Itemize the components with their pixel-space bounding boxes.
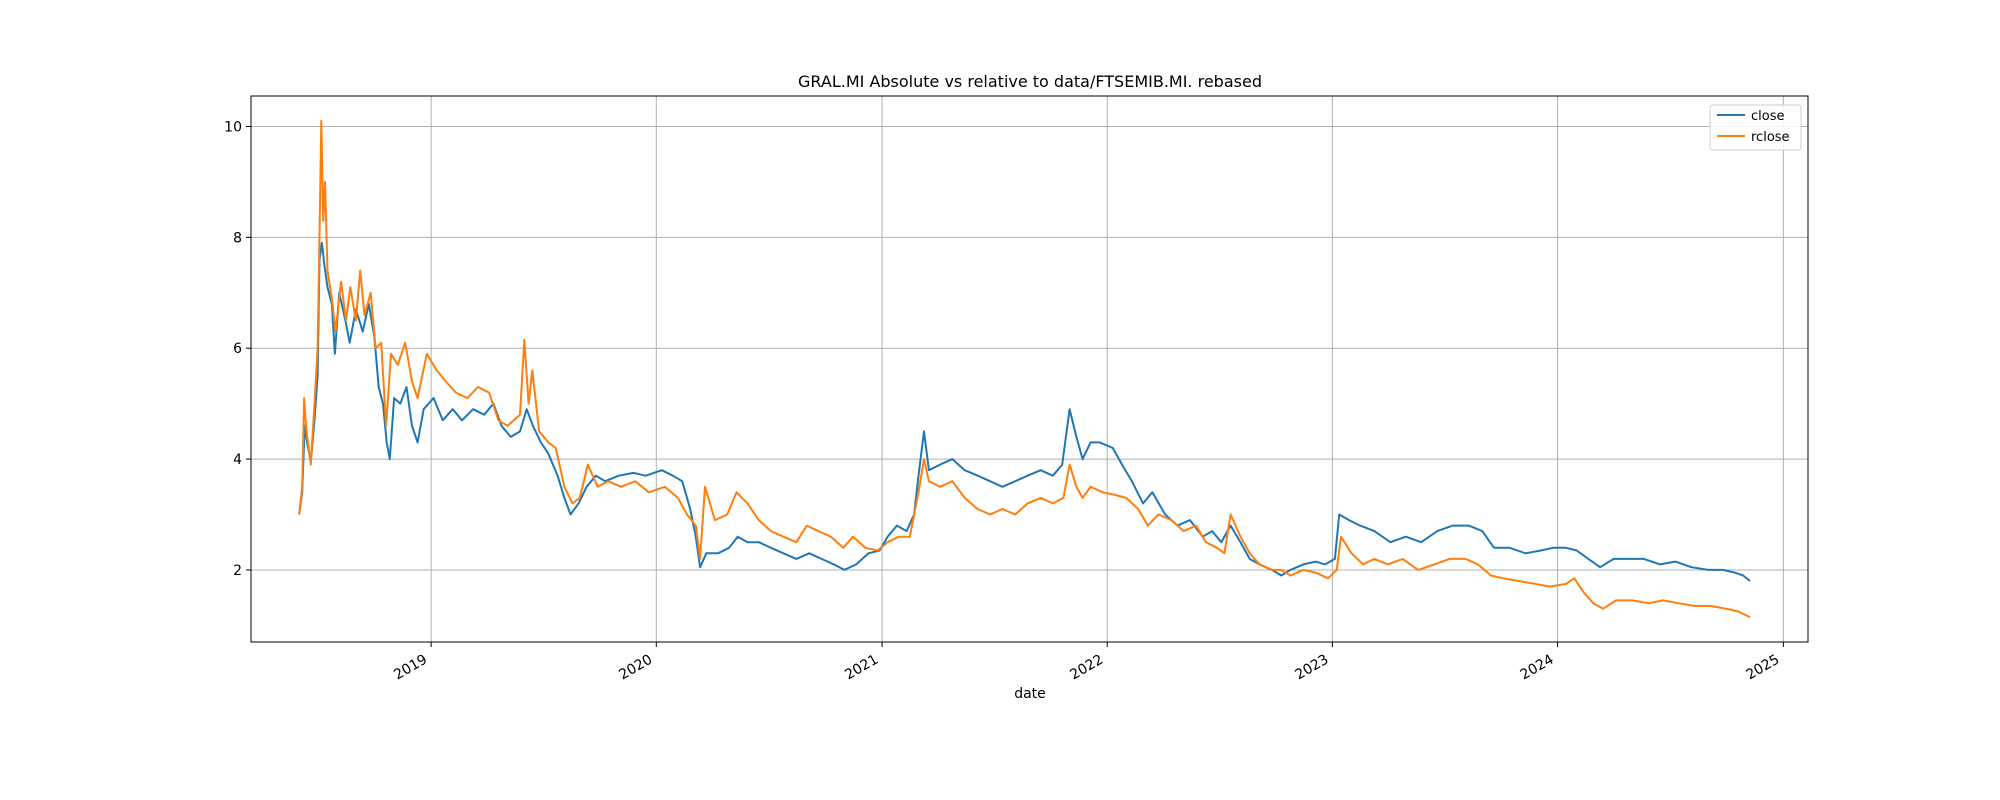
legend: close rclose bbox=[1709, 104, 1802, 151]
grid-lines bbox=[251, 96, 1808, 642]
y-tick-label: 2 bbox=[233, 563, 242, 579]
legend-label-close: close bbox=[1751, 109, 1784, 124]
y-tick-label: 8 bbox=[233, 230, 242, 246]
x-axis-label: date bbox=[1014, 686, 1046, 702]
plot-frame bbox=[250, 95, 1809, 643]
legend-label-rclose: rclose bbox=[1751, 130, 1790, 145]
series-line-close bbox=[298, 241, 1751, 582]
chart-title: GRAL.MI Absolute vs relative to data/FTS… bbox=[798, 72, 1262, 91]
y-tick-label: 4 bbox=[233, 452, 242, 468]
series-line-rclose bbox=[298, 119, 1751, 619]
legend-box bbox=[1709, 104, 1802, 151]
y-tick-label: 10 bbox=[224, 119, 242, 135]
series-layer bbox=[298, 119, 1751, 619]
y-axis: 2 4 6 8 10 bbox=[224, 119, 251, 579]
y-tick-label: 6 bbox=[233, 341, 242, 357]
